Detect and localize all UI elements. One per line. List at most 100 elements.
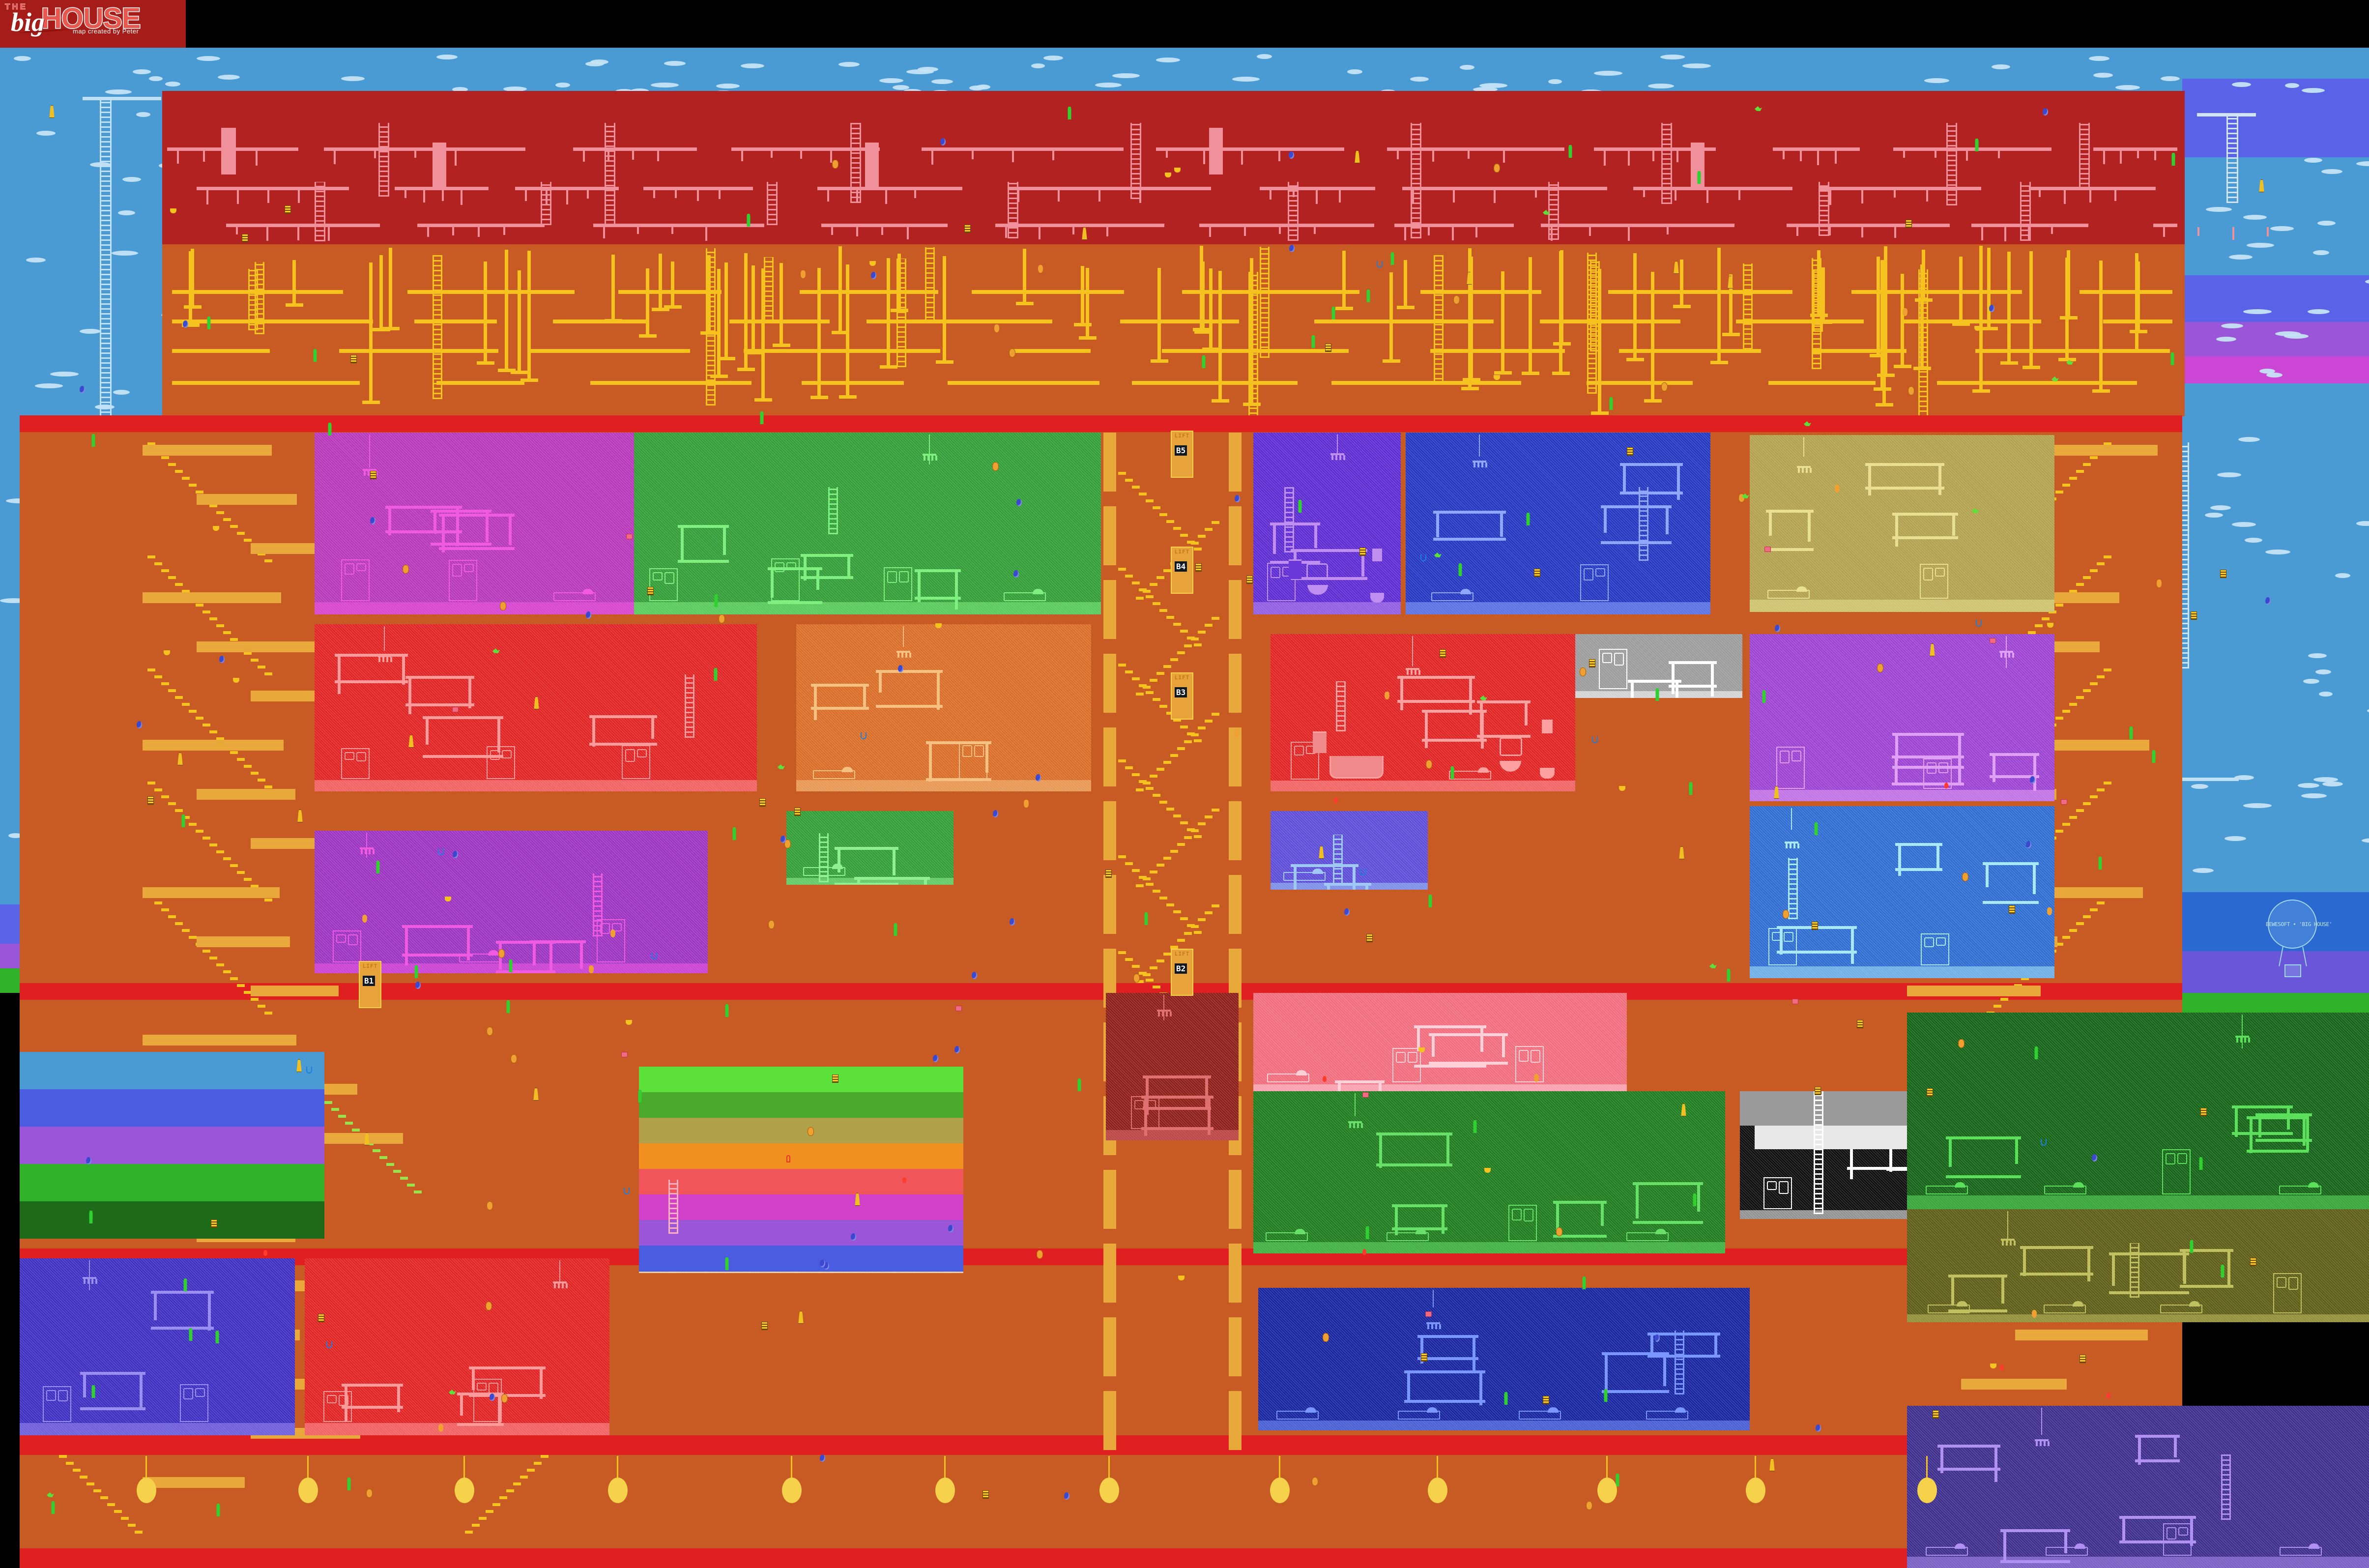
attic-bracket <box>2060 316 2078 319</box>
shelf-pillar <box>1481 713 1484 749</box>
roof-ladder[interactable] <box>1130 123 1141 199</box>
balloon-sprite <box>1036 774 1041 782</box>
guard-sprite <box>1582 1277 1586 1289</box>
corridor-wall <box>1229 875 1242 934</box>
attic-post <box>2099 261 2103 392</box>
attic-ladder[interactable] <box>1743 263 1753 349</box>
cloud <box>197 56 220 61</box>
stair-step <box>2076 696 2084 699</box>
roof-ladder[interactable] <box>2079 123 2090 189</box>
lift-shaft[interactable]: LIFT B5 <box>1171 431 1193 478</box>
chandelier-arm <box>562 1283 564 1288</box>
stair-step <box>264 785 272 788</box>
roof-platform <box>995 224 1164 227</box>
roof-slat <box>2103 151 2105 164</box>
attic-ladder[interactable] <box>896 259 906 367</box>
shelf-bottom <box>1417 1357 1478 1360</box>
attic-post <box>1218 271 1222 402</box>
attic-ladder[interactable] <box>925 247 935 323</box>
room-ladder[interactable] <box>2130 1243 2139 1298</box>
attic-ladder[interactable] <box>1813 269 1823 332</box>
shelf-pillar <box>1500 514 1503 537</box>
roof-ladder[interactable] <box>767 182 778 225</box>
room-ladder[interactable] <box>2221 1454 2231 1520</box>
stair-step <box>189 823 197 826</box>
roof-ladder[interactable] <box>1008 182 1018 238</box>
roof-ladder[interactable] <box>2020 182 2031 241</box>
lift-floor-label: B5 <box>1175 445 1187 456</box>
chandelier <box>1426 1322 1441 1329</box>
attic-beam <box>1420 290 1541 294</box>
room-ladder[interactable] <box>1675 1331 1684 1394</box>
roof-ladder[interactable] <box>378 123 389 197</box>
bag-item <box>1792 999 1798 1004</box>
attic-ladder[interactable] <box>1918 269 1928 422</box>
shelf-top <box>1324 883 1371 886</box>
roof-platform <box>1633 187 1792 190</box>
cloud <box>1682 63 1711 68</box>
roof-ladder[interactable] <box>1411 123 1421 238</box>
roof-ladder[interactable] <box>1288 182 1299 241</box>
shelf-pillar <box>1502 1036 1505 1057</box>
roof-ladder[interactable] <box>1946 123 1957 205</box>
stair-step <box>182 929 190 932</box>
room-ladder[interactable] <box>685 674 694 738</box>
stair-step <box>1150 583 1157 586</box>
attic-ladder[interactable] <box>1434 255 1444 384</box>
roof-platform <box>593 224 764 227</box>
prism-ladder[interactable] <box>668 1180 678 1234</box>
stair-step <box>2083 802 2091 805</box>
bee-sprite <box>285 205 291 214</box>
stair-step <box>1194 548 1202 551</box>
lift-shaft[interactable]: LIFT B4 <box>1171 547 1193 594</box>
roof-slat <box>1339 190 1341 203</box>
roof-slat <box>1903 151 1905 158</box>
chandelier-arm <box>1407 670 1409 675</box>
stair-step <box>1993 1005 2001 1008</box>
shelf-pillar <box>2033 865 2036 894</box>
roof-slat <box>1453 190 1455 203</box>
stair-step <box>161 908 169 911</box>
shelf-bottom <box>915 597 961 600</box>
attic-ladder[interactable] <box>706 248 716 406</box>
roof-ladder[interactable] <box>541 182 551 225</box>
room-ladder[interactable] <box>1284 487 1294 552</box>
room-ladder[interactable] <box>1336 681 1346 731</box>
guard-sprite <box>183 1278 187 1291</box>
lift-shaft[interactable]: LIFT B3 <box>1171 672 1193 720</box>
room-ladder[interactable] <box>828 487 838 534</box>
roof-ladder[interactable] <box>1548 182 1559 240</box>
shelf-top <box>402 925 473 928</box>
attic-post <box>2007 252 2011 364</box>
shelf-pillar <box>1850 1148 1853 1179</box>
lift-shaft[interactable]: LIFT B2 <box>1171 949 1193 996</box>
roof-ladder[interactable] <box>1819 182 1829 236</box>
cabinet <box>1580 564 1609 601</box>
stair-step <box>251 885 259 888</box>
room-ladder[interactable] <box>1639 487 1648 561</box>
chandelier-arm <box>2008 653 2010 658</box>
outdoor-ladder-right[interactable] <box>2226 115 2238 203</box>
bed-pillow <box>1416 1229 1426 1234</box>
room-ladder[interactable] <box>1333 835 1343 884</box>
attic-ladder[interactable] <box>1260 247 1270 358</box>
attic-ladder[interactable] <box>1248 272 1258 424</box>
room-ladder[interactable] <box>593 873 603 936</box>
balloon-rope <box>2279 947 2283 966</box>
roof-ladder[interactable] <box>315 182 325 241</box>
room-ladder[interactable] <box>1788 858 1798 919</box>
roof-ladder[interactable] <box>850 123 861 203</box>
attic-ladder[interactable] <box>1587 253 1597 394</box>
chandelier-arm <box>376 471 377 476</box>
roof-ladder[interactable] <box>605 123 615 226</box>
attic-ladder[interactable] <box>764 257 774 321</box>
cellar-ladder[interactable] <box>1814 1091 1823 1214</box>
stair-step <box>1136 884 1144 887</box>
lift-shaft[interactable]: LIFT B1 <box>359 961 381 1008</box>
attic-ladder[interactable] <box>433 255 442 399</box>
attic-ladder[interactable] <box>255 262 264 334</box>
room-ladder[interactable] <box>819 833 829 882</box>
anchor-item <box>1976 620 1982 627</box>
roof-ladder[interactable] <box>1661 123 1672 204</box>
cabinet-pane <box>1396 1052 1406 1063</box>
